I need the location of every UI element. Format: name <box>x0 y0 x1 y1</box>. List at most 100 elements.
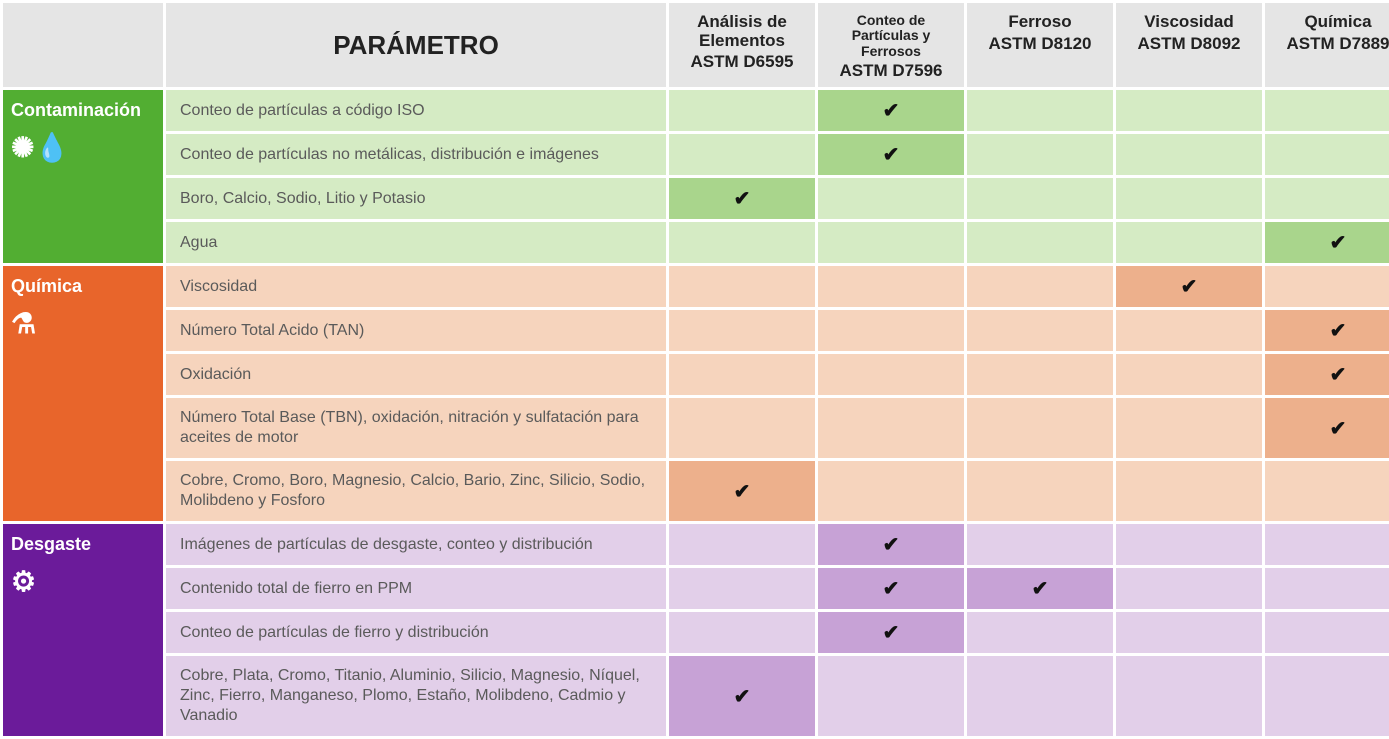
droplet-sparkle-icon: ✺💧 <box>11 131 155 164</box>
param-text: Boro, Calcio, Sodio, Litio y Potasio <box>166 178 666 219</box>
col-astm: ASTM D8092 <box>1120 34 1258 54</box>
check-cell-checked: ✔ <box>1265 354 1389 395</box>
check-cell-empty <box>1116 222 1262 263</box>
check-cell-empty <box>818 222 964 263</box>
table-row: Número Total Base (TBN), oxidación, nitr… <box>3 398 1389 458</box>
check-cell-checked: ✔ <box>1265 398 1389 458</box>
header-blank <box>3 3 163 87</box>
check-cell-checked: ✔ <box>818 524 964 565</box>
table-row: Cobre, Cromo, Boro, Magnesio, Calcio, Ba… <box>3 461 1389 521</box>
table-row: Desgaste⚙Imágenes de partículas de desga… <box>3 524 1389 565</box>
check-cell-empty <box>1265 90 1389 131</box>
check-cell-checked: ✔ <box>818 90 964 131</box>
check-cell-empty <box>967 656 1113 736</box>
check-cell-empty <box>818 656 964 736</box>
check-cell-empty <box>818 310 964 351</box>
header-parametro: PARÁMETRO <box>166 3 666 87</box>
table-row: Contaminación✺💧Conteo de partículas a có… <box>3 90 1389 131</box>
check-cell-empty <box>669 568 815 609</box>
header-col-ferroso: Ferroso ASTM D8120 <box>967 3 1113 87</box>
category-label-contaminacion: Contaminación ✺💧 <box>3 90 163 263</box>
param-text: Cobre, Cromo, Boro, Magnesio, Calcio, Ba… <box>166 461 666 521</box>
param-text: Oxidación <box>166 354 666 395</box>
check-cell-empty <box>818 398 964 458</box>
check-cell-empty <box>1265 134 1389 175</box>
check-cell-empty <box>1116 134 1262 175</box>
table-row: Conteo de partículas no metálicas, distr… <box>3 134 1389 175</box>
check-cell-empty <box>669 222 815 263</box>
check-cell-checked: ✔ <box>669 461 815 521</box>
gear-icon: ⚙ <box>11 565 155 598</box>
col-astm: ASTM D7596 <box>822 61 960 81</box>
param-text: Agua <box>166 222 666 263</box>
check-cell-checked: ✔ <box>1116 266 1262 307</box>
col-name: Viscosidad <box>1120 13 1258 32</box>
check-cell-checked: ✔ <box>1265 222 1389 263</box>
param-text: Número Total Base (TBN), oxidación, nitr… <box>166 398 666 458</box>
category-title: Desgaste <box>11 534 91 554</box>
check-cell-empty <box>1265 568 1389 609</box>
param-text: Viscosidad <box>166 266 666 307</box>
check-cell-checked: ✔ <box>669 178 815 219</box>
header-col-quimica: Química ASTM D7889 <box>1265 3 1389 87</box>
table-row: Agua ✔ <box>3 222 1389 263</box>
check-cell-checked: ✔ <box>818 134 964 175</box>
param-text: Conteo de partículas de fierro y distrib… <box>166 612 666 653</box>
check-cell-empty <box>1116 90 1262 131</box>
check-cell-empty <box>1265 656 1389 736</box>
check-cell-empty <box>1116 568 1262 609</box>
check-cell-empty <box>967 266 1113 307</box>
check-cell-empty <box>669 612 815 653</box>
check-cell-empty <box>1116 524 1262 565</box>
check-cell-empty <box>818 461 964 521</box>
check-cell-empty <box>1265 524 1389 565</box>
check-cell-empty <box>1116 656 1262 736</box>
parameter-matrix-table: PARÁMETRO Análisis de Elementos ASTM D65… <box>0 0 1389 739</box>
param-text: Número Total Acido (TAN) <box>166 310 666 351</box>
check-cell-empty <box>1116 310 1262 351</box>
check-cell-empty <box>1116 354 1262 395</box>
check-cell-checked: ✔ <box>818 568 964 609</box>
check-cell-empty <box>967 310 1113 351</box>
check-cell-empty <box>669 354 815 395</box>
check-cell-empty <box>669 310 815 351</box>
check-cell-empty <box>669 90 815 131</box>
check-cell-empty <box>818 354 964 395</box>
check-cell-checked: ✔ <box>818 612 964 653</box>
check-cell-checked: ✔ <box>1265 310 1389 351</box>
table-row: Oxidación ✔ <box>3 354 1389 395</box>
check-cell-empty <box>1116 612 1262 653</box>
col-astm: ASTM D7889 <box>1269 34 1389 54</box>
check-cell-checked: ✔ <box>669 656 815 736</box>
table-row: Conteo de partículas de fierro y distrib… <box>3 612 1389 653</box>
check-cell-empty <box>967 524 1113 565</box>
check-cell-empty <box>1116 398 1262 458</box>
check-cell-empty <box>967 90 1113 131</box>
check-cell-empty <box>967 178 1113 219</box>
category-label-quimica: Química⚗ <box>3 266 163 521</box>
check-cell-empty <box>1265 266 1389 307</box>
table-body: Contaminación ✺💧 Conteo de partículas a có… <box>3 90 1389 736</box>
check-cell-empty <box>669 266 815 307</box>
param-text: Conteo de partículas a código ISO <box>166 90 666 131</box>
check-cell-empty <box>818 178 964 219</box>
check-cell-empty <box>818 266 964 307</box>
param-text: Cobre, Plata, Cromo, Titanio, Aluminio, … <box>166 656 666 736</box>
category-label-desgaste: Desgaste ⚙ <box>3 524 163 736</box>
col-name: Conteo de Partículas y Ferrosos <box>822 13 960 59</box>
param-text: Contenido total de fierro en PPM <box>166 568 666 609</box>
col-name: Análisis de Elementos <box>673 13 811 50</box>
check-cell-empty <box>1116 461 1262 521</box>
check-cell-empty <box>1265 612 1389 653</box>
check-cell-empty <box>967 354 1113 395</box>
check-cell-empty <box>1116 178 1262 219</box>
check-cell-empty <box>967 461 1113 521</box>
category-title: Contaminación <box>11 100 141 120</box>
check-cell-empty <box>669 524 815 565</box>
col-name: Química <box>1269 13 1389 32</box>
param-text: Conteo de partículas no metálicas, distr… <box>166 134 666 175</box>
param-text: Imágenes de partículas de desgaste, cont… <box>166 524 666 565</box>
check-cell-empty <box>967 134 1113 175</box>
col-name: Ferroso <box>971 13 1109 32</box>
check-cell-empty <box>967 398 1113 458</box>
